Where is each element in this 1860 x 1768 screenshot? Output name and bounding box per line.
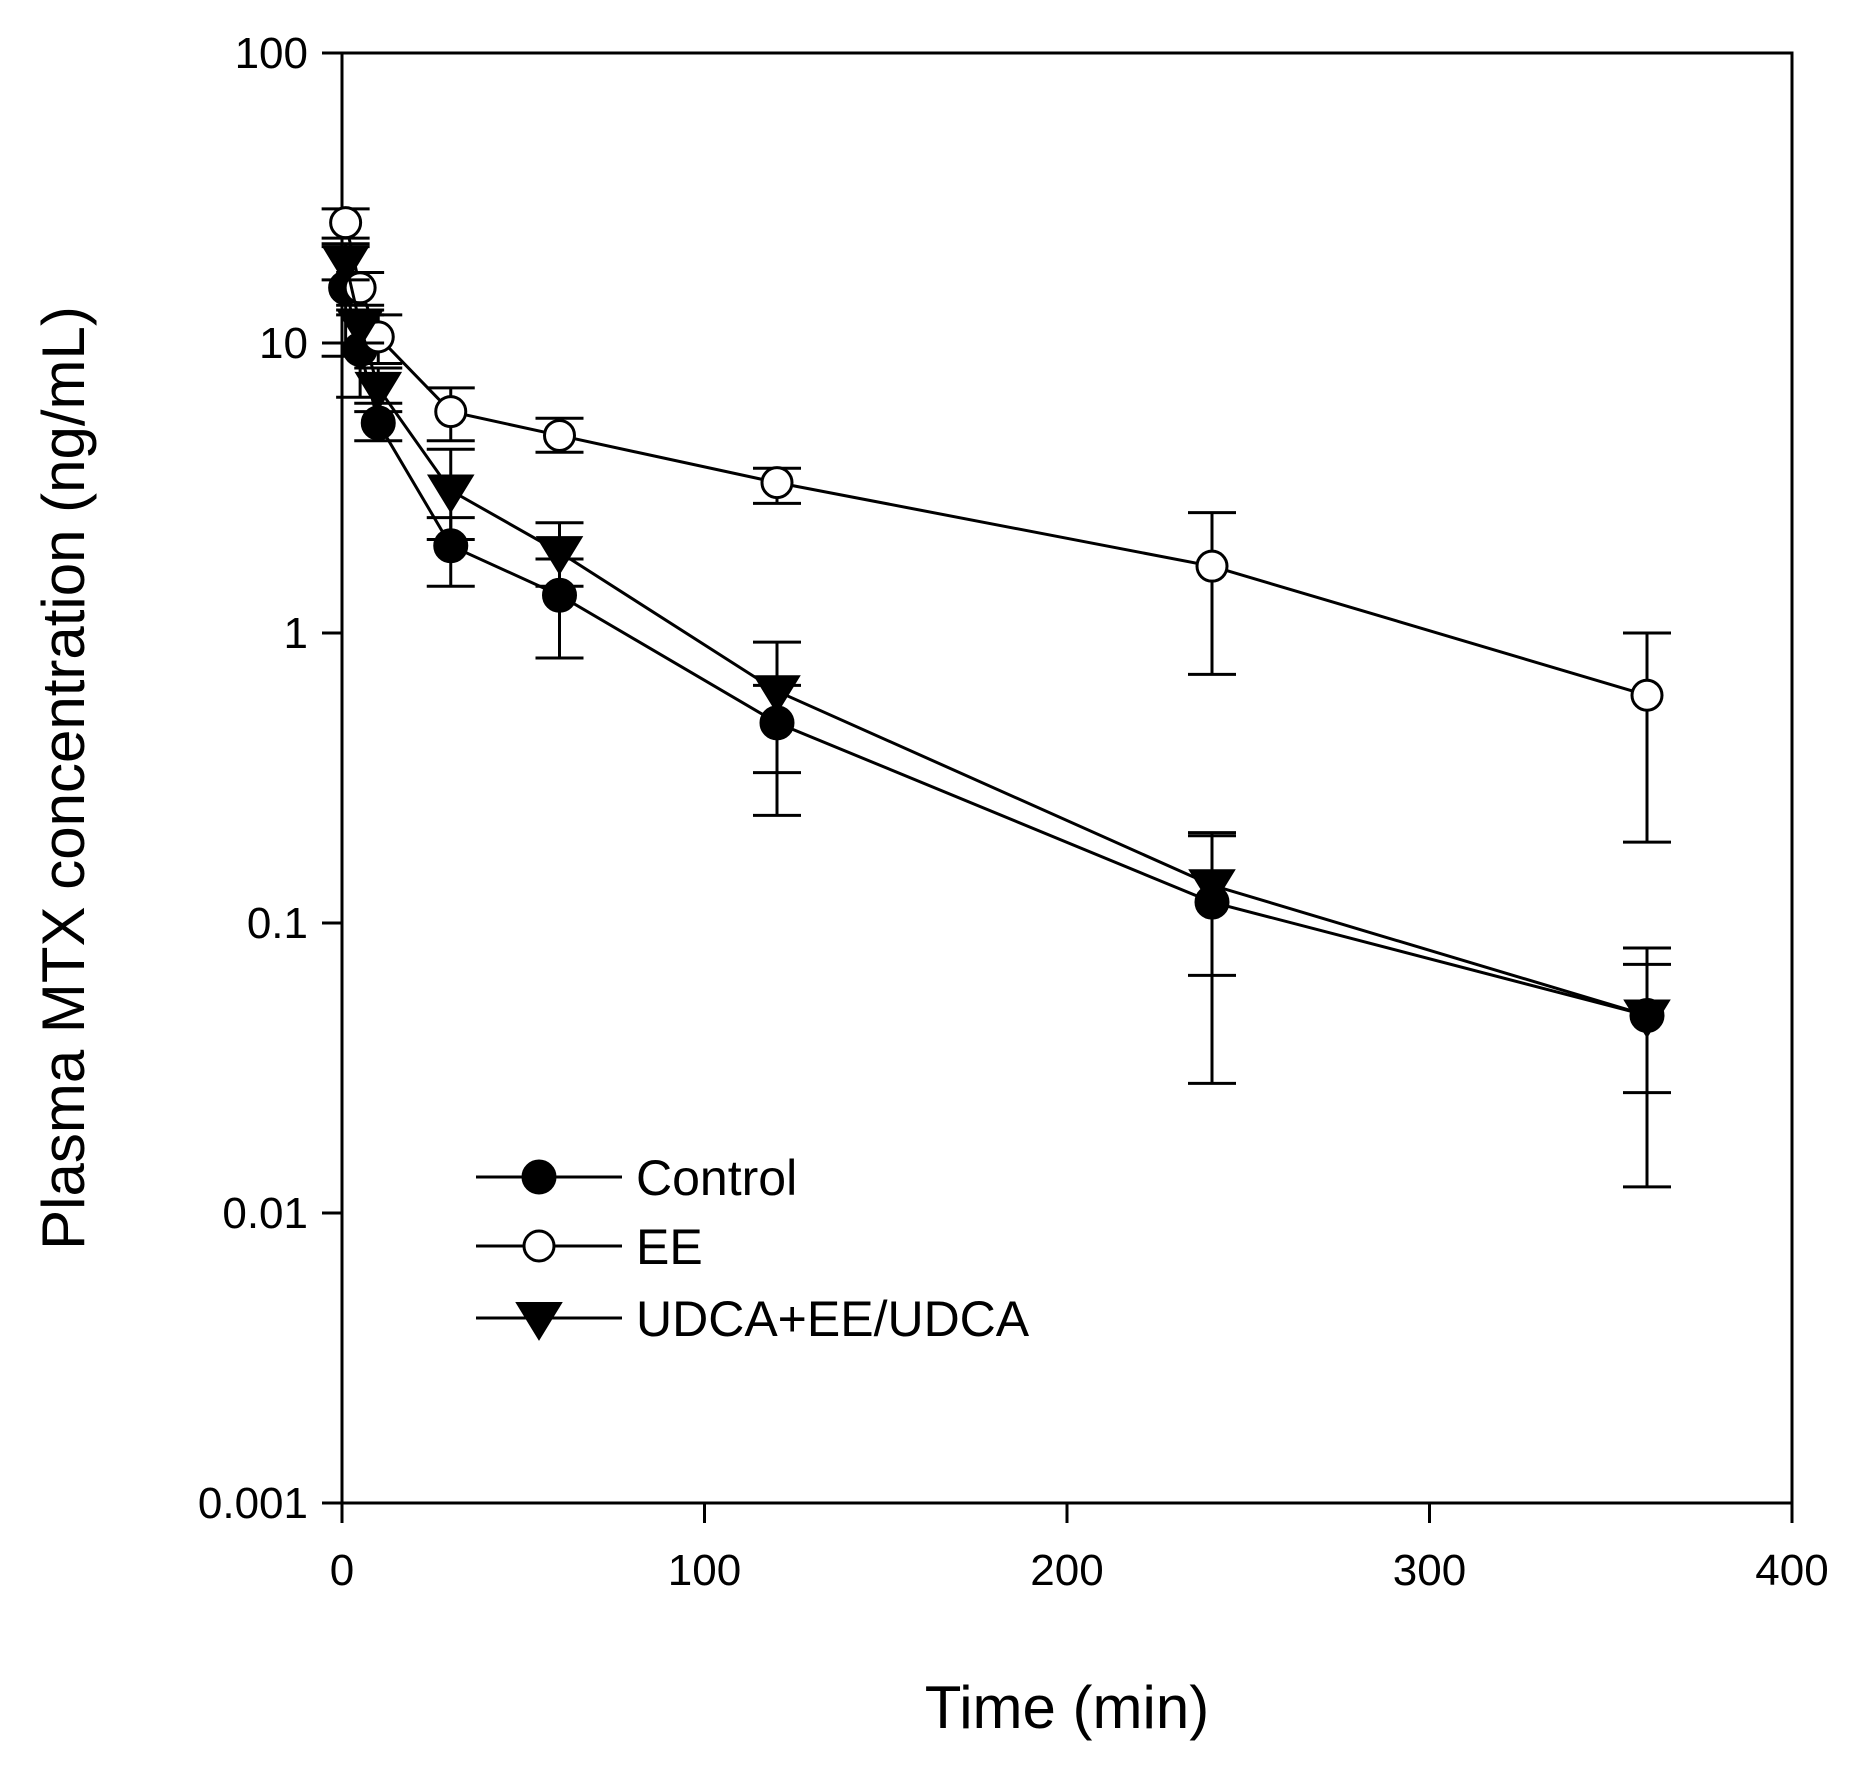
y-tick-label: 0.001 [198, 1479, 308, 1528]
legend-marker-udca [515, 1302, 563, 1341]
data-point [329, 206, 363, 240]
legend-label-control: Control [636, 1150, 797, 1206]
x-tick-label: 300 [1393, 1546, 1466, 1595]
series-line [344, 222, 1648, 697]
data-point [426, 474, 475, 514]
x-tick-label: 400 [1755, 1546, 1828, 1595]
data-point [321, 246, 370, 286]
series-1 [321, 206, 1671, 844]
y-axis-title: Plasma MTX concentration (ng/mL) [30, 306, 97, 1250]
x-axis-title: Time (min) [925, 1674, 1209, 1741]
data-point [434, 395, 468, 429]
data-point [1188, 869, 1236, 909]
data-point [1630, 678, 1664, 712]
y-tick-label: 10 [259, 319, 308, 368]
data-point [1623, 999, 1671, 1039]
data-point [1195, 549, 1229, 583]
y-axis: 0.001 0.01 0.1 1 10 100 [198, 29, 342, 1528]
plot-area [340, 51, 1794, 1505]
legend-item-ee: EE [476, 1219, 703, 1275]
data-point [760, 466, 794, 500]
y-tick-label: 100 [235, 29, 308, 78]
data-point [535, 536, 584, 576]
x-tick-label: 100 [668, 1546, 741, 1595]
data-point [543, 418, 576, 452]
data-point [336, 309, 384, 349]
x-tick-label: 0 [330, 1546, 354, 1595]
legend-marker-control [521, 1159, 557, 1195]
legend-marker-ee [522, 1229, 556, 1263]
series-line [344, 287, 1648, 1017]
series-0 [321, 242, 1671, 1189]
x-axis: 0 100 200 300 400 [330, 1503, 1829, 1595]
y-tick-label: 1 [284, 609, 308, 658]
legend-item-udca: UDCA+EE/UDCA [476, 1291, 1030, 1347]
legend: Control EE UDCA+EE/UDCA [476, 1150, 1030, 1347]
y-tick-label: 0.01 [222, 1189, 308, 1238]
legend-item-control: Control [476, 1150, 797, 1206]
legend-label-ee: EE [636, 1219, 703, 1275]
series-layer [321, 206, 1671, 1189]
legend-label-udca: UDCA+EE/UDCA [636, 1291, 1030, 1347]
data-point [354, 371, 403, 411]
x-tick-label: 200 [1030, 1546, 1103, 1595]
data-point [753, 675, 801, 715]
series-2 [321, 245, 1671, 1095]
y-tick-label: 0.1 [247, 899, 308, 948]
